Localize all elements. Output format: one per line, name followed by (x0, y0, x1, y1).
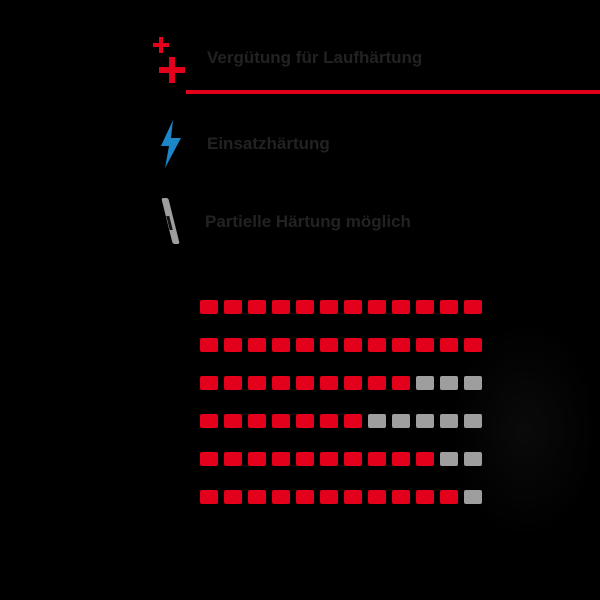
bar-segment (200, 376, 218, 390)
bar-segment (248, 452, 266, 466)
bar-segment (224, 414, 242, 428)
bar-segment (392, 414, 410, 428)
bar-segment (440, 376, 458, 390)
bar-segment (344, 490, 362, 504)
bar-segment (392, 376, 410, 390)
bar-segment (296, 490, 314, 504)
bar-segment (248, 490, 266, 504)
bar-segment (272, 452, 290, 466)
bar-segment (320, 452, 338, 466)
bar-segment (464, 414, 482, 428)
bar-row (200, 338, 500, 352)
bar-segment (344, 376, 362, 390)
bar-segment (224, 300, 242, 314)
bar-segment (248, 338, 266, 352)
divider-bar (186, 90, 600, 94)
bar-segment (248, 376, 266, 390)
bar-segment (416, 490, 434, 504)
bar-segment (320, 300, 338, 314)
bar-segment (440, 338, 458, 352)
bar-row (200, 414, 500, 428)
bar-segment (200, 300, 218, 314)
bar-segment (200, 452, 218, 466)
bar-segment (440, 490, 458, 504)
bar-segment (416, 414, 434, 428)
plus-icon-small (153, 37, 169, 53)
bar-segment (368, 300, 386, 314)
bar-segment (272, 338, 290, 352)
legend-label: Vergütung für Laufhärtung (207, 48, 422, 68)
plus-icon (155, 43, 185, 73)
bar-segment (224, 376, 242, 390)
bar-segment (320, 338, 338, 352)
bar-segment (392, 452, 410, 466)
slash-icon (155, 200, 183, 244)
bar-segment (272, 490, 290, 504)
bar-segment (392, 300, 410, 314)
bar-segment (464, 376, 482, 390)
bar-segment (416, 338, 434, 352)
bar-segment (464, 300, 482, 314)
legend-label: Einsatzhärtung (207, 134, 330, 154)
bar-segment (440, 300, 458, 314)
bar-segment (200, 338, 218, 352)
bar-segment (368, 376, 386, 390)
bar-row (200, 452, 500, 466)
bar-segment (296, 452, 314, 466)
legend-row-case-hardening: Einsatzhärtung (155, 120, 330, 168)
bar-segment (296, 300, 314, 314)
bar-segment (464, 490, 482, 504)
bar-segment (248, 414, 266, 428)
bar-row (200, 300, 500, 314)
bar-segment (440, 414, 458, 428)
bar-segment (344, 338, 362, 352)
bar-segment (248, 300, 266, 314)
bar-segment (368, 414, 386, 428)
bar-chart (200, 300, 500, 528)
legend-row-partial-hardening: Partielle Härtung möglich (155, 200, 411, 244)
bar-segment (224, 490, 242, 504)
bar-segment (368, 338, 386, 352)
bar-segment (296, 338, 314, 352)
bar-segment (464, 452, 482, 466)
bar-segment (296, 376, 314, 390)
legend-row-hardening-run: Vergütung für Laufhärtung (155, 43, 422, 73)
bar-segment (224, 338, 242, 352)
bar-segment (344, 452, 362, 466)
bar-row (200, 376, 500, 390)
bar-segment (392, 338, 410, 352)
bar-segment (200, 414, 218, 428)
canvas: Vergütung für Laufhärtung Einsatzhärtung… (0, 0, 600, 600)
plus-icon-large (159, 57, 185, 83)
bar-segment (200, 490, 218, 504)
bar-segment (416, 376, 434, 390)
bar-segment (416, 452, 434, 466)
bar-segment (224, 452, 242, 466)
bar-segment (272, 414, 290, 428)
bar-segment (272, 376, 290, 390)
bar-segment (368, 490, 386, 504)
bar-segment (416, 300, 434, 314)
bar-segment (464, 338, 482, 352)
bar-segment (344, 300, 362, 314)
bar-segment (440, 452, 458, 466)
bar-segment (320, 376, 338, 390)
legend-label: Partielle Härtung möglich (205, 212, 411, 232)
bar-segment (320, 490, 338, 504)
bar-segment (392, 490, 410, 504)
bar-segment (272, 300, 290, 314)
bar-segment (296, 414, 314, 428)
bar-segment (368, 452, 386, 466)
bar-segment (320, 414, 338, 428)
bar-segment (344, 414, 362, 428)
bolt-icon (155, 120, 185, 168)
bar-row (200, 490, 500, 504)
